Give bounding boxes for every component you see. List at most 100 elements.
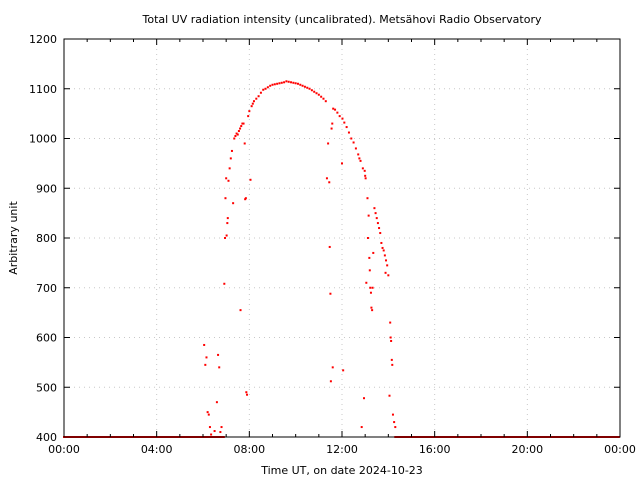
data-point <box>225 177 228 180</box>
data-point <box>255 97 258 100</box>
x-tick-label: 00:00 <box>604 443 636 456</box>
data-point <box>367 214 370 217</box>
data-point <box>248 110 251 113</box>
data-point <box>325 177 328 180</box>
y-tick-label: 900 <box>36 182 57 195</box>
x-tick-label: 20:00 <box>511 443 543 456</box>
data-point <box>336 111 339 114</box>
x-tick-label: 12:00 <box>326 443 358 456</box>
data-point <box>271 83 274 86</box>
data-point <box>347 131 350 134</box>
data-point <box>299 83 302 86</box>
data-point <box>371 286 374 289</box>
data-point <box>226 217 229 220</box>
data-point <box>330 127 333 130</box>
data-point <box>343 121 346 124</box>
data-point <box>341 117 344 120</box>
data-point <box>363 397 366 400</box>
data-point <box>257 95 260 98</box>
data-point <box>310 89 313 92</box>
data-point <box>364 174 367 177</box>
data-point <box>364 177 367 180</box>
data-point <box>372 251 375 254</box>
data-point <box>331 122 334 125</box>
data-point <box>382 249 385 252</box>
data-point <box>252 100 255 103</box>
data-point <box>237 130 240 133</box>
data-point <box>357 153 360 156</box>
chart-title: Total UV radiation intensity (uncalibrat… <box>142 13 542 26</box>
data-point <box>354 147 357 150</box>
data-point <box>315 92 318 95</box>
data-point <box>243 142 246 145</box>
data-point <box>280 81 283 84</box>
data-point <box>246 393 249 396</box>
data-point <box>235 132 238 135</box>
data-point <box>390 358 393 361</box>
data-point <box>331 366 334 369</box>
y-tick-label: 600 <box>36 332 57 345</box>
x-tick-label: 08:00 <box>233 443 265 456</box>
data-point <box>369 291 372 294</box>
data-point <box>232 202 235 205</box>
data-point <box>389 321 392 324</box>
y-tick-label: 500 <box>36 381 57 394</box>
data-point <box>213 430 216 433</box>
data-point <box>332 107 335 110</box>
data-point <box>327 142 330 145</box>
data-point <box>207 413 210 416</box>
data-point <box>290 81 293 84</box>
data-point <box>206 411 209 414</box>
data-point <box>285 80 288 83</box>
data-point <box>204 363 207 366</box>
data-point <box>301 84 304 87</box>
data-point <box>228 167 231 170</box>
data-point <box>220 426 223 429</box>
data-point <box>276 82 279 85</box>
data-point <box>390 339 393 342</box>
data-point <box>375 217 378 220</box>
data-point <box>313 90 316 93</box>
data-point <box>322 97 325 100</box>
data-point <box>259 91 262 94</box>
data-point <box>296 82 299 85</box>
data-point <box>223 282 226 285</box>
y-tick-label: 1200 <box>29 33 57 46</box>
data-point <box>342 369 345 372</box>
data-point <box>205 356 208 359</box>
data-point <box>394 426 397 429</box>
data-point <box>210 433 213 436</box>
data-point <box>219 431 222 434</box>
data-point <box>317 93 320 96</box>
data-point <box>227 179 230 182</box>
data-point <box>233 137 236 140</box>
data-point <box>381 246 384 249</box>
data-point <box>244 197 247 200</box>
data-point <box>341 162 343 165</box>
data-point <box>303 85 306 88</box>
data-point <box>389 336 392 339</box>
data-point <box>374 212 377 215</box>
data-point <box>366 197 369 200</box>
data-point <box>386 264 389 267</box>
data-point <box>203 343 206 346</box>
data-point <box>368 256 371 259</box>
data-point <box>370 306 373 309</box>
data-point <box>366 237 369 239</box>
data-point <box>247 115 250 118</box>
data-point <box>273 83 276 86</box>
data-point <box>242 122 245 125</box>
data-point <box>239 127 242 130</box>
data-point <box>224 197 227 200</box>
data-point <box>345 126 348 129</box>
data-point <box>215 401 218 404</box>
data-point <box>225 234 228 237</box>
x-tick-label: 00:00 <box>48 443 80 456</box>
data-point <box>245 391 248 394</box>
data-point <box>350 137 353 140</box>
data-point <box>294 82 297 85</box>
data-point <box>239 309 242 312</box>
data-point <box>250 105 253 108</box>
data-point <box>371 309 374 312</box>
